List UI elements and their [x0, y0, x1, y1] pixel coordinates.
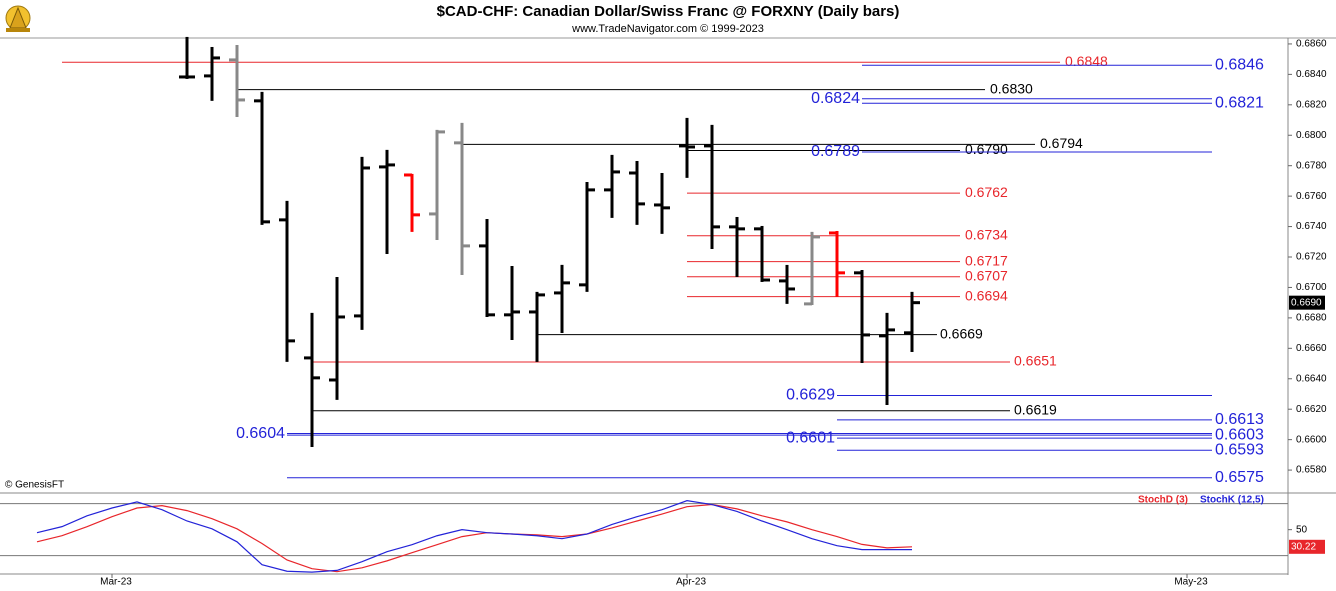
y-tick-label: 0.6580 [1296, 465, 1327, 476]
indicator-line [36, 503, 913, 573]
level-label: 0.6603 [1215, 426, 1264, 443]
y-tick-label: 0.6700 [1296, 282, 1327, 293]
level-label: 0.6846 [1215, 56, 1264, 73]
y-tick-label: 0.6860 [1296, 39, 1327, 50]
y-tick-label: 0.6600 [1296, 434, 1327, 445]
last-price-label: 0.6690 [1291, 297, 1322, 308]
level-label: 0.6762 [965, 184, 1008, 200]
legend-label: StochK (12,5) [1200, 495, 1264, 506]
level-label: 0.6575 [1215, 469, 1264, 486]
level-label: 0.6613 [1215, 411, 1264, 428]
level-label: 0.6651 [1014, 353, 1057, 369]
chart-subtitle: www.TradeNavigator.com © 1999-2023 [571, 23, 764, 35]
y-tick-label: 0.6680 [1296, 313, 1327, 324]
y-tick-label: 0.6720 [1296, 252, 1327, 263]
y-tick-label: 0.6800 [1296, 130, 1327, 141]
level-label: 0.6734 [965, 226, 1008, 242]
logo [5, 5, 31, 32]
indicator-line [36, 500, 912, 573]
level-label: 0.6669 [940, 325, 983, 341]
y-tick-label: 0.6760 [1296, 191, 1327, 202]
chart-title: $CAD-CHF: Canadian Dollar/Swiss Franc @ … [437, 3, 900, 20]
level-label: 0.6629 [786, 387, 835, 404]
y-tick-label: 0.6840 [1296, 69, 1327, 80]
level-label: 0.6790 [965, 141, 1008, 157]
level-label: 0.6707 [965, 267, 1008, 283]
x-tick-label: Apr-23 [676, 577, 706, 588]
y-tick-label: 0.6820 [1296, 99, 1327, 110]
level-label: 0.6821 [1215, 95, 1264, 112]
level-label: 0.6593 [1215, 442, 1264, 459]
level-label: 0.6619 [1014, 401, 1057, 417]
level-label: 0.6848 [1065, 53, 1108, 69]
y-tick-label: 0.6640 [1296, 373, 1327, 384]
last-price-box [1289, 295, 1325, 310]
level-label: 0.6830 [990, 80, 1033, 96]
level-label: 0.6604 [236, 425, 285, 442]
level-label: 0.6824 [811, 90, 860, 107]
x-tick-label: Mar-23 [100, 577, 132, 588]
y-tick-label: 0.6660 [1296, 343, 1327, 354]
level-label: 0.6717 [965, 252, 1008, 268]
legend-label: StochD (3) [1138, 495, 1188, 506]
level-label: 0.6694 [965, 287, 1008, 303]
x-tick-label: May-23 [1174, 577, 1208, 588]
level-label: 0.6601 [786, 429, 835, 446]
indicator-value-label: 30.22 [1291, 541, 1316, 552]
y-tick-label: 0.6620 [1296, 404, 1327, 415]
y-tick-label: 0.6740 [1296, 221, 1327, 232]
y-tick-label: 0.6780 [1296, 160, 1327, 171]
level-label: 0.6794 [1040, 135, 1083, 151]
indicator-value-box [1289, 539, 1325, 554]
level-label: 0.6789 [811, 143, 860, 160]
indicator-tick-label: 50 [1296, 524, 1308, 535]
annotation: © GenesisFT [5, 480, 64, 491]
